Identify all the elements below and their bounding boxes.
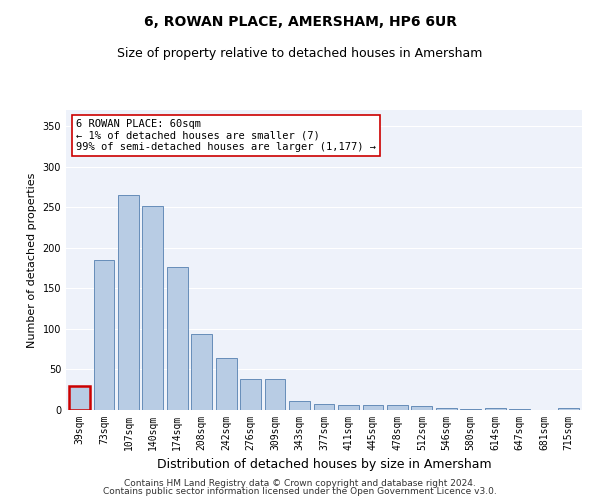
Bar xyxy=(265,379,286,410)
Bar xyxy=(69,386,90,410)
Text: Contains HM Land Registry data © Crown copyright and database right 2024.: Contains HM Land Registry data © Crown c… xyxy=(124,478,476,488)
Bar xyxy=(509,409,530,410)
Text: Size of property relative to detached houses in Amersham: Size of property relative to detached ho… xyxy=(118,48,482,60)
Bar xyxy=(485,408,506,410)
Bar xyxy=(118,195,139,410)
Y-axis label: Number of detached properties: Number of detached properties xyxy=(27,172,37,348)
Bar xyxy=(142,206,163,410)
Bar xyxy=(460,409,481,410)
Bar xyxy=(216,358,236,410)
Bar xyxy=(94,260,114,410)
Bar xyxy=(289,401,310,410)
Text: 6 ROWAN PLACE: 60sqm
← 1% of detached houses are smaller (7)
99% of semi-detache: 6 ROWAN PLACE: 60sqm ← 1% of detached ho… xyxy=(76,119,376,152)
Text: 6, ROWAN PLACE, AMERSHAM, HP6 6UR: 6, ROWAN PLACE, AMERSHAM, HP6 6UR xyxy=(143,15,457,29)
Bar xyxy=(191,334,212,410)
Bar xyxy=(436,408,457,410)
X-axis label: Distribution of detached houses by size in Amersham: Distribution of detached houses by size … xyxy=(157,458,491,471)
Bar xyxy=(167,268,188,410)
Bar xyxy=(362,405,383,410)
Bar xyxy=(558,408,579,410)
Bar xyxy=(240,379,261,410)
Bar xyxy=(314,404,334,410)
Bar xyxy=(412,406,432,410)
Bar xyxy=(387,405,408,410)
Text: Contains public sector information licensed under the Open Government Licence v3: Contains public sector information licen… xyxy=(103,488,497,496)
Bar xyxy=(338,405,359,410)
